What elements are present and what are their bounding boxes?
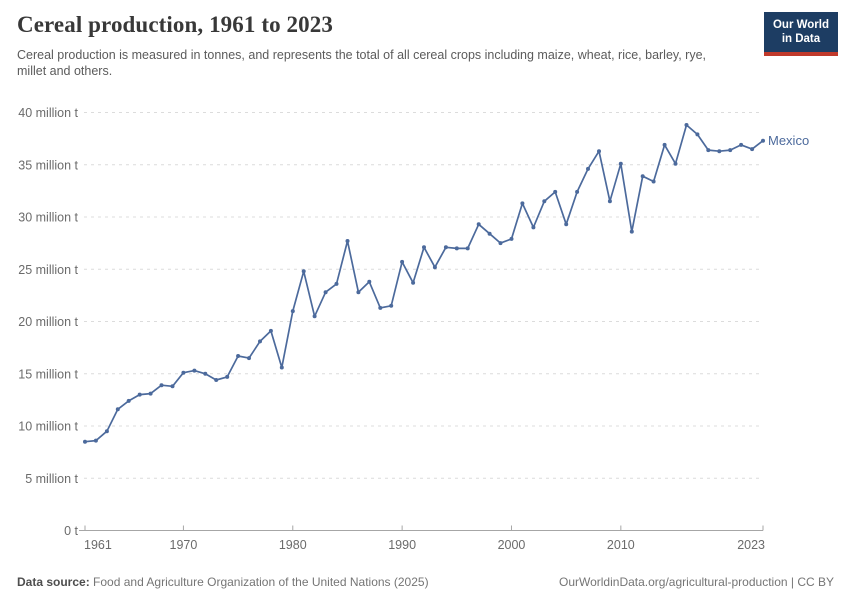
data-point-2004 xyxy=(553,189,558,194)
data-point-1983 xyxy=(323,290,328,295)
data-point-1995 xyxy=(454,246,459,251)
entity-label-mexico[interactable]: Mexico xyxy=(768,133,809,148)
data-point-1980 xyxy=(290,309,295,314)
data-series-line-mexico[interactable] xyxy=(84,124,764,443)
data-point-2020 xyxy=(728,148,733,153)
page-subtitle: Cereal production is measured in tonnes,… xyxy=(17,48,707,79)
data-point-2010 xyxy=(618,161,623,166)
data-source-value: Food and Agriculture Organization of the… xyxy=(89,575,429,589)
y-axis-label: 5 million t xyxy=(25,472,78,486)
footer-data-source: Data source: Food and Agriculture Organi… xyxy=(17,575,429,589)
data-point-2007 xyxy=(586,166,590,171)
data-point-1964 xyxy=(115,407,120,412)
data-point-1990 xyxy=(400,259,405,264)
y-axis-label: 35 million t xyxy=(18,158,78,172)
data-point-1961 xyxy=(83,439,87,444)
data-point-1974 xyxy=(225,374,230,379)
y-axis-label: 25 million t xyxy=(18,263,78,277)
chart-header: Cereal production, 1961 to 2023 Cereal p… xyxy=(17,12,757,80)
owid-logo-line2: in Data xyxy=(781,33,821,46)
data-point-1993 xyxy=(432,265,437,270)
x-axis-tick-label: 2000 xyxy=(498,538,526,552)
page-title: Cereal production, 1961 to 2023 xyxy=(17,12,333,37)
data-point-1969 xyxy=(170,384,175,389)
y-axis-label: 10 million t xyxy=(18,420,78,434)
x-axis-tick-label: 1961 xyxy=(84,538,112,552)
data-point-2000 xyxy=(509,236,514,241)
data-point-1979 xyxy=(279,365,284,370)
x-axis-tick-label: 2023 xyxy=(737,538,765,552)
data-point-2001 xyxy=(520,201,525,206)
y-axis-label: 15 million t xyxy=(18,367,78,381)
data-point-1977 xyxy=(258,339,262,344)
data-point-1989 xyxy=(389,303,394,308)
x-axis-tick-label: 2010 xyxy=(607,538,635,552)
data-point-2018 xyxy=(706,148,711,153)
data-point-2017 xyxy=(695,132,700,137)
data-point-1997 xyxy=(476,222,481,227)
owid-logo[interactable]: Our World in Data xyxy=(763,12,838,56)
data-point-1967 xyxy=(148,391,153,396)
owid-logo-line1: Our World xyxy=(772,19,829,31)
data-point-2021 xyxy=(739,142,744,147)
x-axis-tick-label: 1990 xyxy=(388,538,416,552)
data-point-1970 xyxy=(181,370,186,375)
data-point-2012 xyxy=(640,174,645,179)
data-point-1962 xyxy=(93,438,98,443)
y-axis-label: 20 million t xyxy=(18,315,78,329)
x-axis-tick-label: 1980 xyxy=(279,538,307,552)
data-point-2022 xyxy=(750,147,755,152)
data-point-1981 xyxy=(301,269,306,274)
data-point-1982 xyxy=(312,314,317,319)
data-point-1978 xyxy=(268,328,273,333)
footer-license-link[interactable]: OurWorldinData.org/agricultural-producti… xyxy=(558,575,834,589)
data-point-1971 xyxy=(192,368,197,373)
data-point-2015 xyxy=(673,161,678,166)
data-point-1987 xyxy=(367,279,372,284)
data-point-2008 xyxy=(597,149,601,154)
data-point-2019 xyxy=(717,149,722,154)
y-axis-label: 40 million t xyxy=(18,106,78,120)
data-point-2016 xyxy=(684,123,689,127)
data-point-1994 xyxy=(443,245,448,250)
data-source-label: Data source: xyxy=(17,575,90,589)
data-point-1999 xyxy=(498,241,503,246)
data-point-1965 xyxy=(126,398,131,403)
data-point-1991 xyxy=(411,280,416,285)
data-point-1966 xyxy=(137,392,142,397)
data-point-1984 xyxy=(334,281,339,286)
data-point-1985 xyxy=(345,239,350,243)
data-point-1975 xyxy=(236,354,241,358)
data-point-2023 xyxy=(761,138,765,143)
data-point-1992 xyxy=(422,245,426,250)
data-point-2002 xyxy=(531,225,536,230)
data-point-2014 xyxy=(662,142,667,147)
data-point-2009 xyxy=(607,199,612,204)
data-point-2011 xyxy=(629,229,634,234)
data-point-1986 xyxy=(356,290,361,295)
y-axis-label: 0 t xyxy=(64,524,78,538)
data-point-1988 xyxy=(378,305,383,310)
y-axis-label: 30 million t xyxy=(18,211,78,225)
x-axis-tick-label: 1970 xyxy=(170,538,198,552)
data-point-2006 xyxy=(575,189,580,194)
data-point-1996 xyxy=(465,246,470,251)
data-point-1963 xyxy=(104,429,109,434)
data-point-1998 xyxy=(487,231,492,236)
data-point-2003 xyxy=(542,199,547,204)
data-point-1976 xyxy=(247,356,251,361)
data-point-1972 xyxy=(203,371,208,376)
data-point-1968 xyxy=(159,383,164,388)
data-point-2013 xyxy=(651,179,656,184)
data-point-1973 xyxy=(214,378,219,382)
data-point-2005 xyxy=(564,222,569,227)
